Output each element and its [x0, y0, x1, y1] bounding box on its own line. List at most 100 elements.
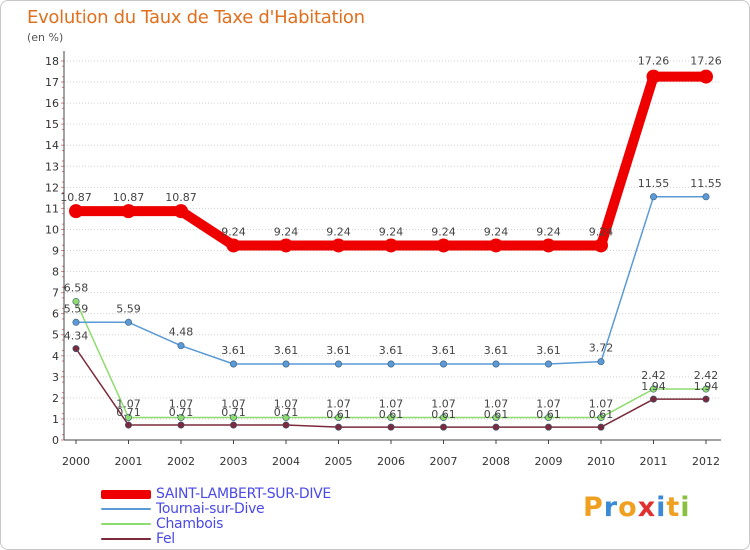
data-label: 1.07 [221, 397, 246, 410]
data-point [702, 385, 710, 393]
legend-swatch [101, 489, 151, 499]
legend-label: Tournai-sur-Dive [156, 501, 265, 517]
logo-letter: i [656, 492, 667, 523]
logo-letter: P [583, 492, 604, 523]
data-point [439, 423, 447, 431]
series-layer [69, 69, 713, 431]
data-label: 0.61 [589, 408, 614, 421]
data-point [439, 413, 447, 421]
y-tick-label: 16 [45, 97, 59, 110]
data-point [646, 69, 661, 84]
x-tick-label: 2001 [115, 455, 143, 468]
data-point [69, 204, 83, 219]
data-label: 1.07 [379, 397, 404, 410]
data-label: 9.24 [431, 225, 456, 238]
data-label: 9.24 [326, 225, 351, 238]
y-tick-label: 15 [45, 118, 59, 131]
data-label: 1.07 [169, 397, 194, 410]
data-label: 9.24 [379, 225, 404, 238]
x-tick-label: 2012 [692, 455, 720, 468]
legend-swatch [101, 538, 151, 540]
data-point [230, 421, 238, 429]
data-label: 9.24 [536, 225, 561, 238]
y-tick-label: 3 [52, 371, 59, 384]
y-tick-label: 1 [52, 413, 59, 426]
logo-letter: x [637, 492, 657, 523]
data-point [699, 69, 713, 84]
data-label: 1.07 [116, 397, 141, 410]
y-tick-label: 4 [52, 350, 59, 363]
data-point [544, 360, 552, 368]
data-label: 17.26 [638, 55, 670, 68]
data-point [334, 413, 342, 421]
logo-letter: t [666, 492, 681, 523]
data-point [174, 204, 188, 219]
data-label: 1.94 [694, 380, 719, 393]
x-tick-label: 2002 [167, 455, 195, 468]
data-point [72, 345, 80, 353]
data-label: 11.55 [638, 177, 670, 190]
data-label: 3.61 [221, 344, 246, 357]
data-point [230, 360, 238, 368]
y-tick-label: 8 [52, 266, 59, 279]
data-point [125, 421, 133, 429]
data-label: 17.26 [690, 55, 722, 68]
x-tick-label: 2009 [535, 455, 563, 468]
data-label: 3.61 [484, 344, 509, 357]
data-label: 0.61 [484, 408, 509, 421]
label-layer: 10.87 10.87 10.87 9.24 9.24 9.24 9.24 9.24 9.24 9… [60, 55, 722, 422]
data-point [331, 238, 346, 253]
data-point [649, 385, 657, 393]
data-point [597, 413, 605, 421]
data-point [489, 238, 503, 253]
data-point [597, 358, 605, 366]
data-point [334, 360, 342, 368]
data-label: 0.71 [221, 406, 246, 419]
data-label: 1.07 [589, 397, 614, 410]
data-point [702, 395, 710, 403]
y-tick-label: 17 [45, 76, 59, 89]
data-label: 1.07 [536, 397, 561, 410]
y-tick-label: 18 [45, 55, 59, 68]
data-label: 4.48 [169, 326, 194, 339]
x-tick-label: 2010 [587, 455, 615, 468]
data-label: 1.07 [484, 397, 509, 410]
data-point [702, 193, 710, 201]
data-label: 11.55 [690, 177, 722, 190]
x-tick-label: 2011 [640, 455, 668, 468]
series-line [71, 71, 711, 251]
data-point [282, 360, 290, 368]
chart-subtitle: (en %) [27, 31, 64, 44]
data-point [230, 413, 238, 421]
data-label: 3.61 [274, 344, 299, 357]
data-point [594, 238, 608, 253]
y-tick-label: 10 [45, 223, 59, 236]
logo-letter: i [680, 492, 691, 523]
proxiti-logo: Proxiti [583, 492, 691, 523]
data-point [649, 395, 657, 403]
data-label: 2.42 [694, 369, 719, 382]
data-point [492, 360, 500, 368]
y-tick-label: 5 [52, 329, 59, 342]
y-tick-label: 13 [45, 160, 59, 173]
legend-label: Chambois [156, 516, 224, 532]
data-label: 0.61 [536, 408, 561, 421]
x-tick-label: 2000 [62, 455, 90, 468]
data-label: 0.71 [116, 406, 141, 419]
legend-label: Fel [156, 531, 175, 547]
y-tick-label: 2 [52, 392, 59, 405]
data-label: 5.59 [64, 302, 89, 315]
data-label: 1.07 [274, 397, 299, 410]
data-label: 3.72 [589, 342, 614, 355]
data-point [121, 204, 136, 219]
data-label: 3.61 [379, 344, 404, 357]
data-label: 6.58 [64, 281, 89, 294]
data-point [544, 413, 552, 421]
x-tick-label: 2006 [377, 455, 405, 468]
data-label: 1.07 [326, 397, 351, 410]
logo-letter: o [618, 492, 638, 523]
legend-swatch [101, 523, 151, 525]
data-point [544, 423, 552, 431]
data-point [387, 360, 395, 368]
